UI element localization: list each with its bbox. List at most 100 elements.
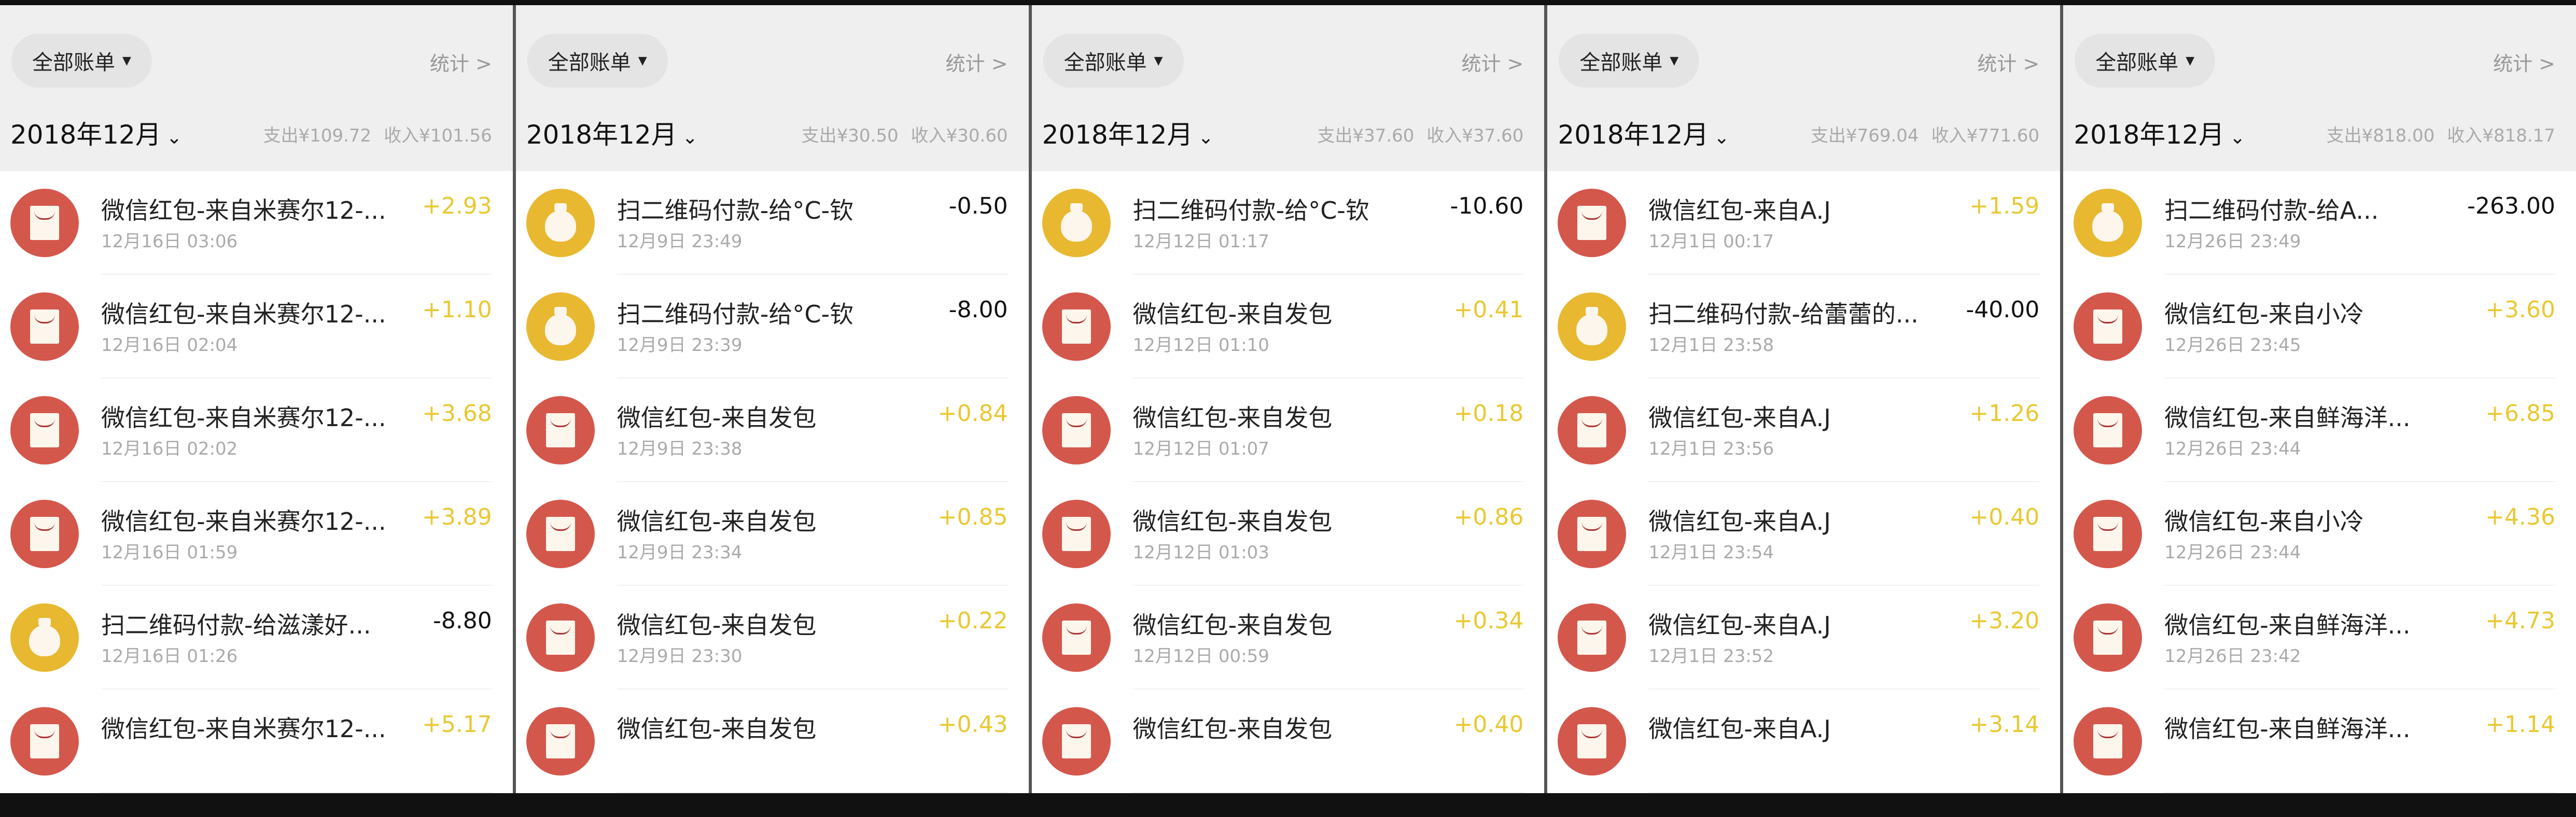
transaction-row[interactable]: 微信红包-来自米赛尔12-... 12月16日 02:04 +1.10 [0,275,513,378]
red-envelope-icon [10,500,79,568]
transaction-amount: -263.00 [2467,193,2555,219]
transaction-row[interactable]: 微信红包-来自米赛尔12-... 12月16日 03:06 +2.93 [0,171,513,275]
row-divider [2164,688,2555,689]
transaction-row[interactable]: 微信红包-来自小冷 12月26日 23:44 +4.36 [2063,482,2576,586]
filter-label: 全部账单 [32,51,115,75]
red-envelope-icon [1042,707,1111,776]
transaction-row[interactable]: 微信红包-来自米赛尔12-... +5.17 [0,689,513,793]
expense-total: 支出¥37.60 [1317,125,1415,146]
bill-filter-button[interactable]: 全部账单 ▼ [1043,34,1184,88]
row-divider [1648,792,2040,793]
transaction-row[interactable]: 扫二维码付款-给°C-钦 12月9日 23:39 -8.00 [516,275,1029,378]
transaction-row[interactable]: 微信红包-来自鲜海洋... +1.14 [2063,689,2576,793]
red-envelope-icon [10,189,79,257]
statistics-link[interactable]: 统计 > [1461,52,1524,75]
month-selector[interactable]: 2018年12月 ⌄ [1042,114,1214,151]
row-divider [1648,688,2040,689]
expense-total: 支出¥769.04 [1810,125,1919,146]
transaction-row[interactable]: 扫二维码付款-给滋漾好... 12月16日 01:26 -8.80 [0,586,513,689]
transaction-date: 12月26日 23:44 [2164,439,2301,459]
transaction-row[interactable]: 微信红包-来自发包 12月12日 01:07 +0.18 [1032,378,1545,482]
transaction-title: 微信红包-来自发包 [617,404,817,432]
transaction-title: 微信红包-来自小冷 [2164,508,2364,536]
transaction-row[interactable]: 微信红包-来自鲜海洋... 12月26日 23:44 +6.85 [2063,378,2576,482]
row-divider [2164,481,2555,482]
chevron-down-icon: ⌄ [1198,127,1214,148]
month-label: 2018年12月 [1042,120,1193,150]
transaction-amount: -8.80 [432,608,492,634]
chevron-down-icon: ⌄ [166,127,183,148]
expense-total: 支出¥818.00 [2326,125,2435,146]
transaction-title: 微信红包-来自发包 [617,508,817,536]
bill-filter-button[interactable]: 全部账单 ▼ [2075,34,2216,88]
transaction-row[interactable]: 微信红包-来自A.J 12月1日 23:52 +3.20 [1547,586,2060,689]
transaction-amount: +4.36 [2485,504,2555,530]
statistics-link[interactable]: 统计 > [429,52,492,75]
transaction-row[interactable]: 微信红包-来自发包 12月9日 23:30 +0.22 [516,586,1029,689]
month-selector[interactable]: 2018年12月 ⌄ [1558,114,1729,151]
row-divider [1132,792,1524,793]
transaction-row[interactable]: 微信红包-来自发包 +0.43 [516,689,1029,793]
bill-filter-button[interactable]: 全部账单 ▼ [11,34,152,88]
bill-filter-button[interactable]: 全部账单 ▼ [1559,34,1700,88]
transaction-amount: +0.84 [937,400,1008,427]
month-label: 2018年12月 [2074,120,2225,150]
row-divider [1132,274,1524,275]
transaction-row[interactable]: 微信红包-来自发包 12月9日 23:34 +0.85 [516,482,1029,586]
transaction-row[interactable]: 扫二维码付款-给A... 12月26日 23:49 -263.00 [2063,171,2576,275]
filter-label: 全部账单 [548,51,631,75]
transaction-title: 扫二维码付款-给°C-钦 [617,300,854,328]
transaction-date: 12月9日 23:30 [617,646,743,667]
transaction-row[interactable]: 微信红包-来自小冷 12月26日 23:45 +3.60 [2063,275,2576,378]
bill-list-panel: 全部账单 ▼ 统计 > 2018年12月 ⌄ 支出¥818.00 收入¥818.17 … [2063,5,2576,793]
income-total: 收入¥30.60 [911,125,1008,146]
row-divider [101,688,492,689]
transaction-row[interactable]: 微信红包-来自A.J 12月1日 00:17 +1.59 [1547,171,2060,275]
transaction-row[interactable]: 微信红包-来自发包 12月9日 23:38 +0.84 [516,378,1029,482]
transaction-row[interactable]: 微信红包-来自A.J 12月1日 23:54 +0.40 [1547,482,2060,586]
month-selector[interactable]: 2018年12月 ⌄ [526,114,698,151]
transaction-row[interactable]: 微信红包-来自发包 12月12日 00:59 +0.34 [1032,586,1545,689]
transaction-amount: -10.60 [1450,193,1524,219]
transaction-amount: +1.14 [2485,711,2555,738]
transaction-date: 12月16日 03:06 [101,231,238,252]
transaction-row[interactable]: 微信红包-来自A.J +3.14 [1547,689,2060,793]
statistics-link[interactable]: 统计 > [945,52,1008,75]
row-divider [2164,274,2555,275]
statistics-link[interactable]: 统计 > [1977,52,2040,75]
transaction-amount: +3.89 [422,504,492,530]
transaction-title: 微信红包-来自发包 [1132,715,1333,743]
transaction-row[interactable]: 扫二维码付款-给蕾蕾的... 12月1日 23:58 -40.00 [1547,275,2060,378]
transaction-amount: +5.17 [422,711,492,738]
money-bag-icon [10,603,79,672]
transaction-amount: +0.18 [1453,400,1524,427]
transaction-row[interactable]: 微信红包-来自A.J 12月1日 23:56 +1.26 [1547,378,2060,482]
bill-filter-button[interactable]: 全部账单 ▼ [527,34,668,88]
red-envelope-icon [10,396,79,464]
chevron-down-icon: ⌄ [682,127,698,148]
income-total: 收入¥101.56 [384,125,492,146]
month-selector[interactable]: 2018年12月 ⌄ [10,114,182,151]
transaction-title: 微信红包-来自A.J [1648,508,1831,536]
transaction-row[interactable]: 微信红包-来自米赛尔12-... 12月16日 01:59 +3.89 [0,482,513,586]
transaction-row[interactable]: 扫二维码付款-给°C-钦 12月12日 01:17 -10.60 [1032,171,1545,275]
transaction-row[interactable]: 微信红包-来自鲜海洋... 12月26日 23:42 +4.73 [2063,586,2576,689]
transaction-row[interactable]: 微信红包-来自米赛尔12-... 12月16日 02:02 +3.68 [0,378,513,482]
transaction-date: 12月16日 01:26 [101,646,238,667]
red-envelope-icon [10,292,79,361]
row-divider [1648,481,2040,482]
statistics-link[interactable]: 统计 > [2493,52,2555,75]
transaction-date: 12月16日 01:59 [101,542,238,563]
expense-total: 支出¥109.72 [263,125,372,146]
transaction-date: 12月12日 01:17 [1132,231,1269,252]
transaction-row[interactable]: 微信红包-来自发包 12月12日 01:10 +0.41 [1032,275,1545,378]
transaction-row[interactable]: 微信红包-来自发包 +0.40 [1032,689,1545,793]
filter-label: 全部账单 [2095,51,2179,75]
transaction-date: 12月1日 23:56 [1648,439,1774,459]
month-summary: 支出¥37.60 收入¥37.60 [1305,121,1523,147]
row-divider [101,481,492,482]
transaction-row[interactable]: 微信红包-来自发包 12月12日 01:03 +0.86 [1032,482,1545,586]
transaction-row[interactable]: 扫二维码付款-给°C-钦 12月9日 23:49 -0.50 [516,171,1029,275]
row-divider [1648,274,2040,275]
month-selector[interactable]: 2018年12月 ⌄ [2074,114,2245,151]
